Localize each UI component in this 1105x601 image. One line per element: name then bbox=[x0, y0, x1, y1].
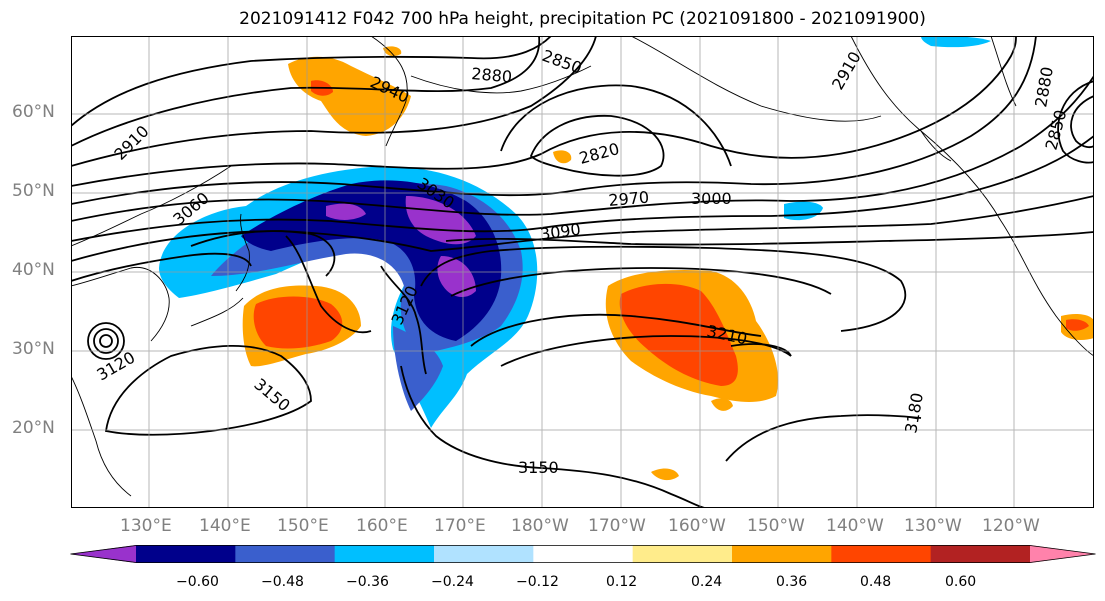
lon-label: 140°E bbox=[199, 516, 251, 536]
colorbar-tick-label: −0.36 bbox=[346, 574, 389, 590]
lon-label: 170°E bbox=[434, 516, 486, 536]
lon-label: 140°W bbox=[826, 516, 884, 536]
contour-label: 2970 bbox=[608, 188, 650, 210]
colorbar-segment bbox=[334, 545, 435, 563]
colorbar-outline bbox=[70, 545, 1096, 563]
lat-label: 50°N bbox=[12, 181, 55, 201]
colorbar-tick-label: −0.48 bbox=[261, 574, 304, 590]
positive-anomaly-region bbox=[242, 46, 1094, 481]
colorbar-segment bbox=[732, 545, 832, 563]
colorbar-tick-label: 0.48 bbox=[860, 574, 892, 590]
lon-label: 170°W bbox=[588, 516, 646, 536]
colorbar-segment bbox=[434, 545, 534, 563]
colorbar bbox=[70, 545, 1096, 563]
lon-label: 130°E bbox=[120, 516, 172, 536]
lon-label: 150°W bbox=[747, 516, 805, 536]
map-panel: 2850 2880 2940 2910 2820 2970 3000 3030 … bbox=[71, 36, 1094, 508]
lon-label: 120°W bbox=[982, 516, 1040, 536]
lon-label: 160°W bbox=[668, 516, 726, 536]
height-contours bbox=[71, 36, 1094, 508]
colorbar-segment bbox=[632, 545, 733, 563]
colorbar-tick-label: 0.24 bbox=[691, 574, 723, 590]
colorbar-tick-label: −0.60 bbox=[176, 574, 219, 590]
map-title: 2021091412 F042 700 hPa height, precipit… bbox=[239, 9, 926, 29]
colorbar-segment bbox=[235, 545, 336, 563]
lat-label: 30°N bbox=[12, 339, 55, 359]
colorbar-segment bbox=[930, 545, 1031, 563]
lat-label: 20°N bbox=[12, 418, 55, 438]
gridlines bbox=[71, 36, 1094, 508]
colorbar-segment bbox=[136, 545, 236, 563]
lon-label: 150°E bbox=[277, 516, 329, 536]
colorbar-tick-label: −0.12 bbox=[516, 574, 559, 590]
colorbar-extend-low bbox=[70, 545, 136, 563]
lon-label: 130°W bbox=[904, 516, 962, 536]
colorbar-tick-label: 0.12 bbox=[606, 574, 638, 590]
colorbar-segment bbox=[533, 545, 634, 563]
colorbar-tick-label: 0.60 bbox=[945, 574, 977, 590]
colorbar-tick-label: −0.24 bbox=[431, 574, 474, 590]
contour-label: 3150 bbox=[518, 458, 559, 477]
lon-label: 180°W bbox=[511, 516, 569, 536]
lat-label: 40°N bbox=[12, 260, 55, 280]
contour-label: 3000 bbox=[691, 189, 732, 208]
contour-label: 2880 bbox=[471, 64, 513, 86]
lon-label: 160°E bbox=[356, 516, 408, 536]
colorbar-tick-label: 0.36 bbox=[776, 574, 808, 590]
lat-label: 60°N bbox=[12, 102, 55, 122]
colorbar-extend-high bbox=[1030, 545, 1096, 563]
colorbar-segment bbox=[831, 545, 932, 563]
